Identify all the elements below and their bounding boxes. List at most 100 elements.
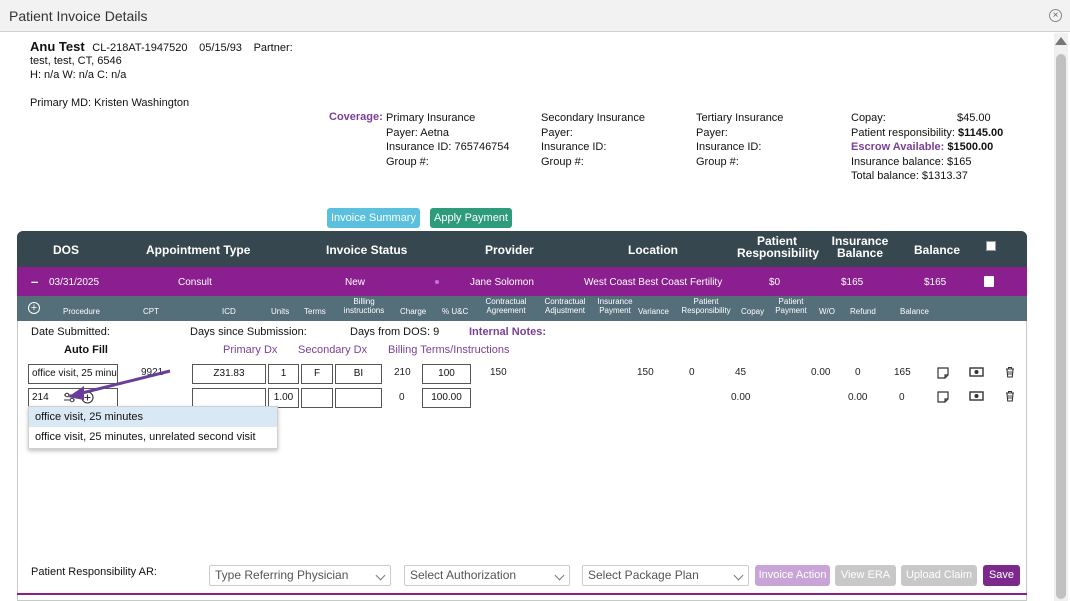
- payment-icon[interactable]: [969, 366, 984, 378]
- sub-cpt: CPT: [143, 307, 159, 316]
- secondary-insurance-id: Insurance ID:: [541, 141, 607, 153]
- terms-input-2[interactable]: [301, 388, 333, 408]
- line1-contractual-agreement: 150: [490, 367, 507, 378]
- invoice-row[interactable]: – 03/31/2025 Consult New Jane Solomon We…: [17, 267, 1027, 296]
- referring-physician-placeholder: Type Referring Physician: [215, 568, 349, 582]
- chevron-down-icon: [554, 570, 565, 581]
- authorization-select[interactable]: Select Authorization: [404, 565, 570, 586]
- terms-input[interactable]: F: [301, 364, 333, 384]
- window-title: Patient Invoice Details: [9, 8, 148, 24]
- col-balance: Balance: [914, 243, 961, 257]
- row-insurance-balance: $165: [841, 277, 864, 288]
- invoice-summary-button[interactable]: Invoice Summary: [327, 208, 420, 228]
- icd-input-2[interactable]: [192, 388, 266, 408]
- authorization-select-value: Select Authorization: [410, 568, 517, 582]
- grid-header: DOS Appointment Type Invoice Status Prov…: [17, 231, 1027, 267]
- billing-input[interactable]: BI: [335, 364, 382, 384]
- patient-responsibility-value: $1145.00: [958, 126, 1004, 139]
- secondary-payer: Payer:: [541, 126, 573, 139]
- collapse-toggle[interactable]: –: [31, 274, 39, 289]
- total-balance: Total balance: $1313.37: [851, 170, 968, 182]
- save-button[interactable]: Save: [983, 565, 1020, 586]
- scroll-up-arrow-icon[interactable]: [1055, 37, 1067, 45]
- primary-insurance-title: Primary Insurance: [386, 112, 476, 124]
- chevron-down-icon: [733, 570, 744, 581]
- note-icon-2[interactable]: [937, 391, 949, 403]
- secondary-insurance-block: Secondary Insurance Payer: Insurance ID:…: [541, 111, 645, 169]
- chevron-down-icon: [375, 570, 386, 581]
- trash-icon[interactable]: [1004, 366, 1016, 378]
- row-checkbox[interactable]: [984, 276, 994, 287]
- settings-sliders-icon[interactable]: [63, 391, 76, 404]
- secondary-insurance-title: Secondary Insurance: [541, 112, 645, 124]
- autocomplete-option[interactable]: office visit, 25 minutes, unrelated seco…: [35, 431, 256, 443]
- tertiary-insurance-block: Tertiary Insurance Payer: Insurance ID: …: [696, 111, 783, 169]
- payment-icon-2[interactable]: [969, 390, 984, 402]
- scrollbar-thumb[interactable]: [1056, 54, 1066, 599]
- patient-address: test, test, CT, 6546: [30, 55, 122, 67]
- line2-charge: 0: [399, 392, 405, 403]
- primary-payer: Payer: Aetna: [386, 126, 449, 139]
- internal-notes-link[interactable]: Internal Notes:: [469, 326, 547, 338]
- line2-copay: 0.00: [731, 392, 751, 403]
- line1-charge: 210: [394, 367, 411, 378]
- row-patient-responsibility: $0: [769, 277, 781, 288]
- row-appointment-type: Consult: [178, 277, 212, 288]
- col-insurance-balance: Insurance Balance: [831, 234, 889, 260]
- escrow-label: Escrow Available:: [851, 141, 945, 153]
- balances-block: Copay: $45.00 Patient responsibility: $11…: [851, 111, 1051, 184]
- view-era-button[interactable]: View ERA: [835, 565, 896, 586]
- patient-responsibility-ar-label: Patient Responsibility AR:: [31, 566, 157, 578]
- units-input-2[interactable]: 1.00: [268, 388, 299, 408]
- col-dos: DOS: [53, 243, 80, 257]
- sub-icd: ICD: [222, 307, 236, 316]
- uc-input[interactable]: 100: [422, 364, 471, 384]
- package-plan-select-value: Select Package Plan: [588, 568, 699, 582]
- row-dot-icon: [435, 280, 439, 284]
- add-line-icon[interactable]: +: [28, 302, 40, 314]
- tertiary-group: Group #:: [696, 155, 739, 168]
- sub-uc: % U&C: [442, 307, 469, 316]
- col-patient-responsibility: Patient Responsibility: [737, 234, 820, 260]
- primary-insurance-id: Insurance ID: 765746754: [386, 141, 510, 153]
- units-input[interactable]: 1: [268, 364, 299, 384]
- partner-label: Partner:: [253, 42, 293, 54]
- billing-input-2[interactable]: [335, 388, 382, 408]
- invoice-action-button[interactable]: Invoice Action: [755, 565, 830, 586]
- trash-icon-2[interactable]: [1004, 390, 1016, 402]
- insurance-balance: Insurance balance: $165: [851, 155, 972, 168]
- primary-dx-label: Primary Dx: [223, 344, 278, 356]
- sub-patient-payment: Patient Payment: [775, 297, 807, 315]
- procedure-input[interactable]: office visit, 25 minu: [28, 364, 118, 384]
- annotation-arrow-icon: [68, 369, 171, 400]
- line1-variance: 150: [637, 367, 654, 378]
- upload-claim-button[interactable]: Upload Claim: [901, 565, 977, 586]
- line2-refund: 0: [899, 392, 905, 403]
- billing-terms-label: Billing Terms/Instructions: [388, 344, 510, 356]
- sub-balance: Balance: [900, 307, 929, 316]
- sub-terms: Terms: [304, 307, 326, 316]
- referring-physician-select[interactable]: Type Referring Physician: [209, 565, 391, 586]
- package-plan-select[interactable]: Select Package Plan: [582, 565, 749, 586]
- tertiary-insurance-id: Insurance ID:: [696, 141, 762, 153]
- patient-responsibility-label: Patient responsibility:: [851, 126, 955, 139]
- uc-input-2[interactable]: 100.00: [422, 388, 471, 408]
- line1-balance: 165: [894, 367, 911, 378]
- row-provider: Jane Solomon: [470, 277, 534, 288]
- icd-input[interactable]: Z31.83: [192, 364, 266, 384]
- autocomplete-option[interactable]: office visit, 25 minutes: [29, 407, 277, 427]
- note-icon[interactable]: [937, 367, 949, 379]
- apply-payment-button[interactable]: Apply Payment: [430, 208, 512, 228]
- sub-patient-responsibility: Patient Responsibility: [681, 297, 731, 315]
- secondary-dx-label: Secondary Dx: [298, 344, 368, 356]
- sub-copay: Copay: [741, 307, 765, 316]
- escrow-value: $1500.00: [947, 141, 994, 153]
- select-all-checkbox[interactable]: [986, 241, 996, 251]
- patient-header: Anu Test CL-218AT-1947520 05/15/93 Partn…: [30, 39, 293, 54]
- close-icon[interactable]: ×: [1049, 9, 1062, 22]
- patient-phones: H: n/a W: n/a C: n/a: [30, 69, 127, 81]
- sub-billing-instructions: Billing instructions: [343, 297, 385, 315]
- col-appointment-type: Appointment Type: [146, 243, 251, 257]
- sub-contractual-agreement: Contractual Agreement: [485, 297, 527, 315]
